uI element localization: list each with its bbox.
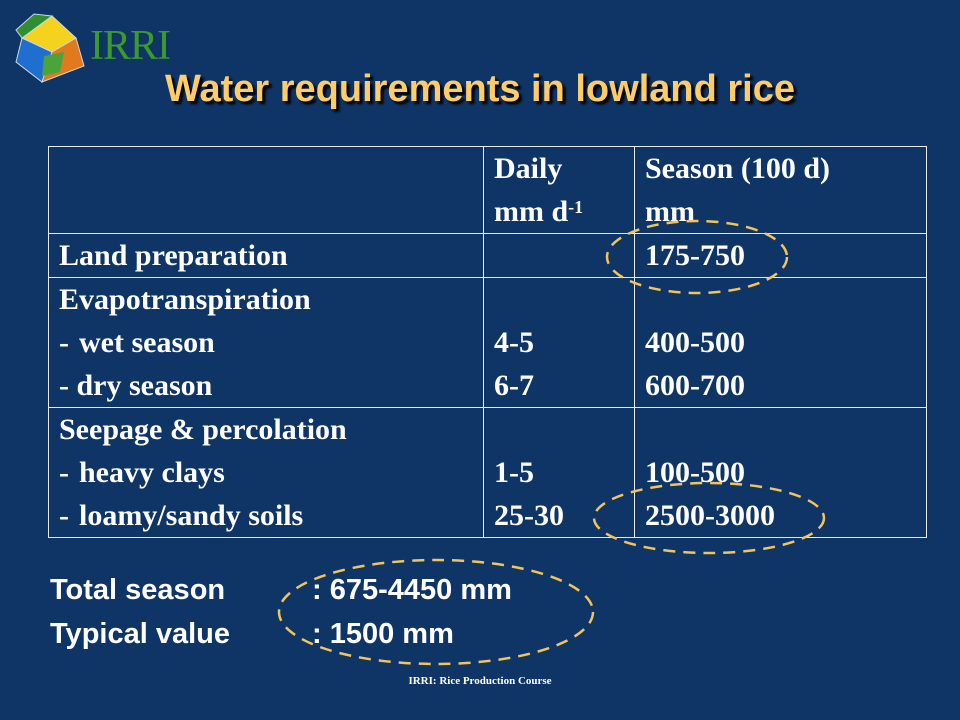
logo-text: IRRI xyxy=(90,23,171,69)
header-daily-unit: mm d xyxy=(494,195,569,228)
table-row: Seepage & percolation - heavy clays - loam… xyxy=(48,407,927,538)
slide-title: Water requirements in lowland rice xyxy=(165,68,795,110)
et-wet-dash: - xyxy=(59,326,69,359)
sp-label: Seepage & percolation xyxy=(59,413,347,446)
header-season-label: Season (100 d) xyxy=(645,152,831,185)
header-daily-label: Daily xyxy=(494,152,563,185)
table-row: Land preparation 175-750 xyxy=(48,233,927,278)
et-dry-daily: 6-7 xyxy=(494,369,534,402)
header-daily-cell: Daily mm d-1 xyxy=(483,146,635,234)
land-prep-season: 175-750 xyxy=(634,233,927,278)
sp-clay-dash: - xyxy=(59,456,69,489)
sp-daily-cell: 1-5 25-30 xyxy=(483,407,635,538)
table-row: Evapotranspiration - wet season - dry sea… xyxy=(48,277,927,408)
total-season-label: Total season xyxy=(50,574,226,606)
et-wet-label: wet season xyxy=(79,326,215,359)
total-season-value: : 675-4450 mm xyxy=(312,574,512,606)
logo-diamond-icon xyxy=(15,13,85,83)
sp-loam-dash: - xyxy=(59,499,69,532)
sp-loam-daily: 25-30 xyxy=(494,499,564,532)
et-labels-cell: Evapotranspiration - wet season - dry sea… xyxy=(48,277,484,408)
sp-clay-season: 100-500 xyxy=(645,456,745,489)
typical-value-value: : 1500 mm xyxy=(312,618,454,650)
et-daily-cell: 4-5 6-7 xyxy=(483,277,635,408)
et-label: Evapotranspiration xyxy=(59,283,311,316)
header-daily-unit-sup: -1 xyxy=(568,197,584,217)
sp-clay-label: heavy clays xyxy=(79,456,225,489)
et-wet-season: 400-500 xyxy=(645,326,745,359)
header-season-cell: Season (100 d) mm xyxy=(634,146,927,234)
table-row: Daily mm d-1 Season (100 d) mm xyxy=(48,146,927,234)
sp-labels-cell: Seepage & percolation - heavy clays - loam… xyxy=(48,407,484,538)
land-prep-daily xyxy=(483,233,635,278)
et-season-cell: 400-500 600-700 xyxy=(634,277,927,408)
typical-value-line: Typical value : 1500 mm xyxy=(50,612,512,656)
sp-clay-daily: 1-5 xyxy=(494,456,534,489)
et-dry-label: - dry season xyxy=(59,369,213,402)
header-empty-cell xyxy=(48,146,484,234)
footer-text: IRRI: Rice Production Course xyxy=(408,675,552,687)
et-wet-daily: 4-5 xyxy=(494,326,534,359)
total-season-line: Total season : 675-4450 mm xyxy=(50,568,512,612)
sp-loam-label: loamy/sandy soils xyxy=(79,499,304,532)
sp-season-cell: 100-500 2500-3000 xyxy=(634,407,927,538)
water-requirements-table: Daily mm d-1 Season (100 d) mm Land prep… xyxy=(48,146,927,538)
et-dry-season: 600-700 xyxy=(645,369,745,402)
land-prep-label: Land preparation xyxy=(48,233,484,278)
typical-value-label: Typical value xyxy=(50,618,230,650)
irri-logo: IRRI xyxy=(14,12,174,92)
sp-loam-season: 2500-3000 xyxy=(645,499,775,532)
totals-block: Total season : 675-4450 mm Typical value:… xyxy=(50,568,512,656)
header-season-unit: mm xyxy=(645,195,695,228)
